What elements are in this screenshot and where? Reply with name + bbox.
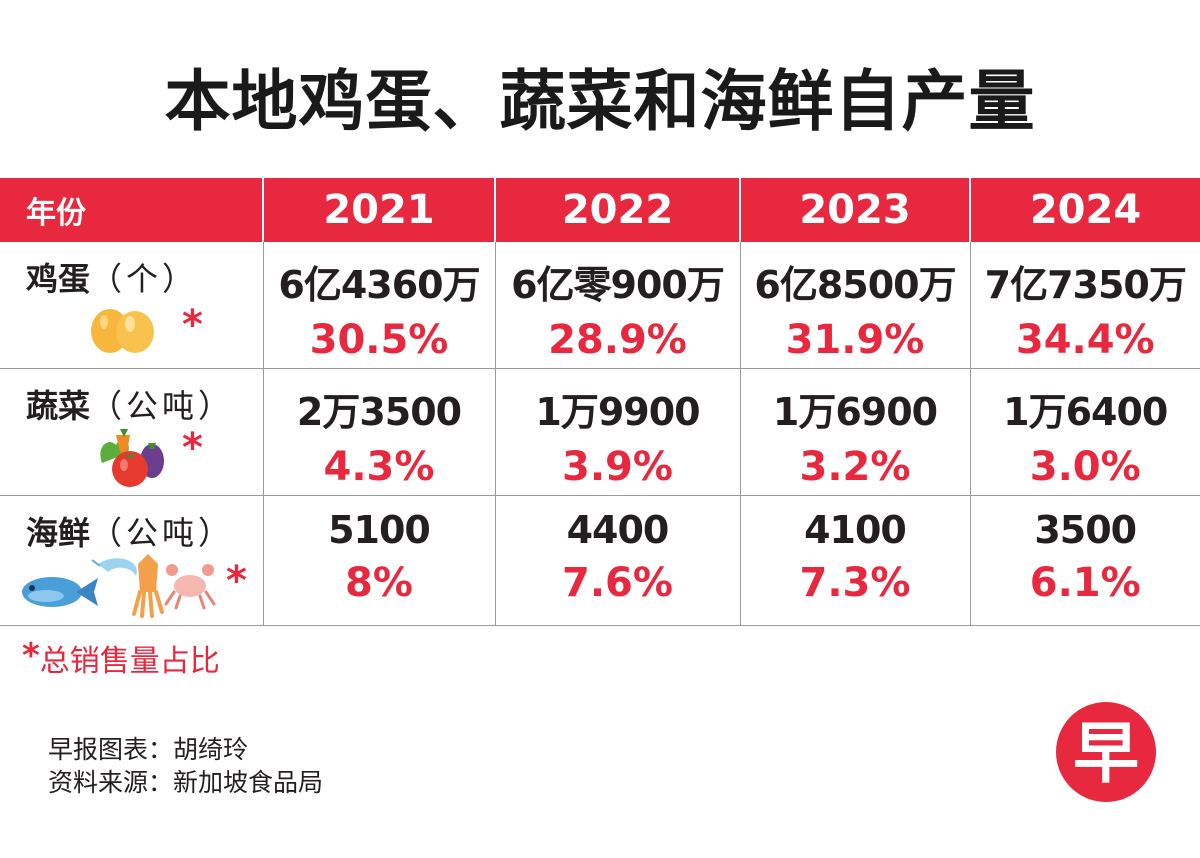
row-label: 海鲜（公吨） — [26, 514, 235, 552]
share-value: 7.3% — [799, 560, 911, 606]
chart-credit: 早报图表：胡绮玲 — [48, 735, 249, 764]
zaobao-logo-icon: 早 — [1056, 702, 1156, 802]
share-marker: * — [182, 302, 203, 348]
table-cell: 6亿8500万 31.9% — [739, 242, 970, 369]
amount-value: 6亿8500万 — [754, 263, 956, 307]
table-cell: 6亿零900万 28.9% — [494, 242, 740, 369]
row-label-cell: 蔬菜（公吨） * — [0, 368, 263, 496]
row-label: 鸡蛋（个） — [26, 260, 199, 298]
table-cell: 1万6400 3.0% — [969, 368, 1200, 496]
share-value: 34.4% — [1015, 317, 1155, 363]
amount-value: 6亿零900万 — [511, 263, 725, 307]
share-value: 7.6% — [562, 560, 673, 606]
share-marker: * — [182, 425, 203, 471]
header-year: 2022 — [494, 178, 740, 242]
table-header-row: 年份 2021 2022 2023 2024 — [0, 178, 1200, 242]
table-cell: 1万6900 3.2% — [739, 368, 970, 496]
table-cell: 6亿4360万 30.5% — [262, 242, 495, 369]
amount-value: 4400 — [566, 508, 670, 552]
amount-value: 3500 — [1034, 508, 1137, 552]
row-label-cell: 鸡蛋（个） * — [0, 242, 263, 369]
eggs-icon — [91, 309, 154, 353]
table-cell: 2万3500 4.3% — [262, 368, 495, 496]
share-value: 4.3% — [323, 444, 435, 490]
table-cell: 1万9900 3.9% — [494, 368, 740, 496]
footnote-text: 总销售量占比 — [39, 644, 220, 679]
table-cell: 3500 6.1% — [969, 495, 1200, 626]
footnote-marker: * — [22, 636, 40, 676]
amount-value: 7亿7350万 — [984, 263, 1187, 307]
amount-value: 1万6400 — [1003, 390, 1168, 434]
table-cell: 4100 7.3% — [739, 495, 970, 626]
share-value: 8% — [345, 560, 413, 606]
seafood-icon — [22, 554, 216, 618]
share-value: 6.1% — [1029, 560, 1141, 606]
footnote: *总销售量占比 — [22, 636, 220, 680]
table-row: 鸡蛋（个） * 6亿4360万 30.5% 6亿零900万 28.9% 6亿8500… — [0, 242, 1200, 369]
amount-value: 1万6900 — [772, 390, 938, 434]
share-value: 3.2% — [799, 444, 911, 490]
header-year: 2024 — [969, 178, 1200, 242]
amount-value: 5100 — [328, 508, 431, 552]
row-label-cell: 海鲜（公吨） — [0, 495, 263, 626]
table-cell: 4400 7.6% — [494, 495, 740, 626]
vegetables-icon — [100, 429, 164, 487]
table-row: 海鲜（公吨） — [0, 495, 1200, 626]
share-value: 31.9% — [785, 317, 925, 363]
header-year: 2021 — [262, 178, 495, 242]
data-source: 资料来源：新加坡食品局 — [48, 768, 324, 797]
page-title: 本地鸡蛋、蔬菜和海鲜自产量 — [164, 63, 1036, 140]
header-year-label: 年份 — [0, 178, 263, 242]
share-value: 30.5% — [309, 317, 449, 363]
production-table: 年份 2021 2022 2023 2024 鸡蛋（个） * 6亿4360万 30… — [0, 178, 1200, 626]
amount-value: 2万3500 — [296, 390, 462, 434]
logo-char: 早 — [1073, 715, 1139, 792]
table-cell: 5100 8% — [262, 495, 495, 626]
amount-value: 6亿4360万 — [278, 263, 480, 307]
amount-value: 4100 — [804, 508, 907, 552]
share-marker: * — [226, 558, 247, 604]
amount-value: 1万9900 — [535, 390, 700, 434]
header-year: 2023 — [739, 178, 970, 242]
table-row: 蔬菜（公吨） * 2万3500 4.3% 1万9900 3.9% 1万6900 3.2… — [0, 368, 1200, 496]
share-value: 3.0% — [1029, 444, 1141, 490]
share-value: 3.9% — [562, 444, 673, 490]
table-cell: 7亿7350万 34.4% — [969, 242, 1200, 369]
row-label: 蔬菜（公吨） — [26, 387, 235, 425]
share-value: 28.9% — [548, 317, 687, 363]
